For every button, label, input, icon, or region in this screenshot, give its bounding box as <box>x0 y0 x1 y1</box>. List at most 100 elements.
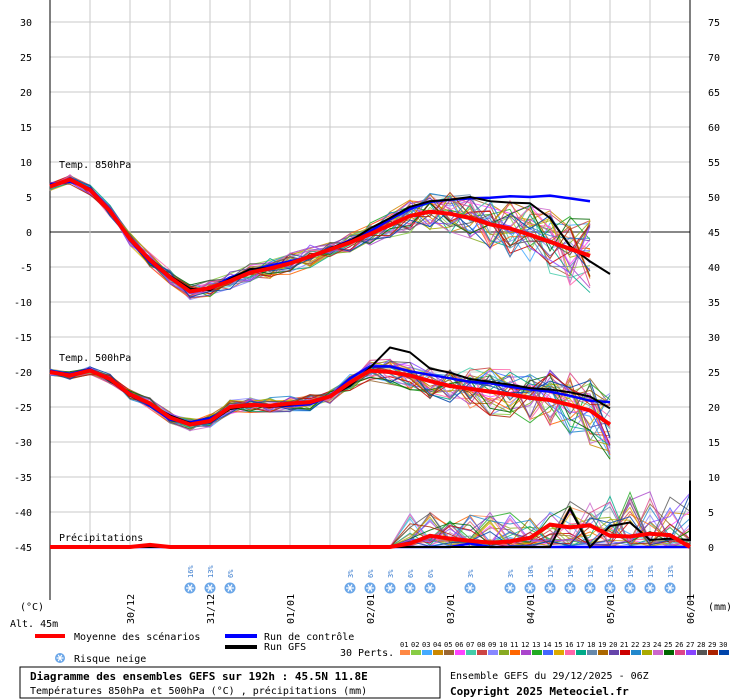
right-tick-label: 40 <box>708 263 720 274</box>
right-tick-label: 35 <box>708 298 720 309</box>
snow-risk-pct: 6% <box>367 569 375 578</box>
right-tick-label: 20 <box>708 403 720 414</box>
x-tick-label: 04/01 <box>526 594 537 624</box>
snowflake-icon <box>524 582 536 594</box>
perturbation-swatch <box>609 650 619 655</box>
legend-snow-label: Risque neige <box>74 654 146 665</box>
right-tick-label: 55 <box>708 158 720 169</box>
snow-risk-pct: 19% <box>567 565 575 578</box>
snow-risk-pct: 3% <box>387 569 395 578</box>
altitude-label: Alt. 45m <box>10 619 58 630</box>
snowflake-icon <box>184 582 196 594</box>
perturbation-number: 21 <box>620 641 628 649</box>
snowflake-icon <box>404 582 416 594</box>
left-tick-label: 0 <box>26 228 32 239</box>
perturbation-swatch <box>400 650 410 655</box>
snow-risk-pct: 10% <box>527 565 535 578</box>
perturbation-swatch <box>565 650 575 655</box>
perturbation-swatch <box>719 650 729 655</box>
snow-risk-pct: 6% <box>427 569 435 578</box>
perturbation-number: 26 <box>675 641 683 649</box>
right-tick-label: 60 <box>708 123 720 134</box>
member-t500-line <box>49 369 611 428</box>
perturbation-number: 15 <box>554 641 562 649</box>
perturbation-swatch <box>433 650 443 655</box>
perturbation-number: 02 <box>411 641 419 649</box>
snowflake-arm <box>547 584 553 592</box>
snow-risk-pct: 6% <box>227 569 235 578</box>
perturbation-swatch <box>510 650 520 655</box>
right-tick-label: 5 <box>708 508 714 519</box>
perturbation-swatch <box>631 650 641 655</box>
perturbation-number: 06 <box>455 641 463 649</box>
snow-risk-pct: 13% <box>547 565 555 578</box>
panel-label-t500: Temp. 500hPa <box>59 353 131 364</box>
snowflake-arm <box>347 584 353 592</box>
snow-risk-pct: 16% <box>187 565 195 578</box>
legend-control-label: Run de contrôle <box>264 631 354 643</box>
perturbation-number: 17 <box>576 641 584 649</box>
x-tick-label: 06/01 <box>686 594 697 624</box>
perturbation-swatch <box>521 650 531 655</box>
perturbation-swatch <box>708 650 718 655</box>
snow-risk-pct: 6% <box>407 569 415 578</box>
perturbation-number: 09 <box>488 641 496 649</box>
perturbation-number: 24 <box>653 641 661 649</box>
snowflake-arm <box>187 584 193 592</box>
left-tick-label: 15 <box>20 123 32 134</box>
snow-risk-pct: 3% <box>347 569 355 578</box>
perturbation-swatch <box>488 650 498 655</box>
perturbation-swatch <box>664 650 674 655</box>
perturbation-number: 14 <box>543 641 551 649</box>
perturbation-number: 16 <box>565 641 573 649</box>
snow-risk-pct: 13% <box>587 565 595 578</box>
perturbation-swatch <box>686 650 696 655</box>
perturbation-number: 28 <box>697 641 705 649</box>
snow-risk-pct: 13% <box>647 565 655 578</box>
x-tick-label: 30/12 <box>126 594 137 624</box>
perturbation-swatch <box>675 650 685 655</box>
x-tick-label: 01/01 <box>286 594 297 624</box>
mean-t500-line <box>49 368 612 427</box>
snow-risk-pct: 3% <box>507 569 515 578</box>
perturbation-swatch <box>543 650 553 655</box>
perturbation-number: 27 <box>686 641 694 649</box>
perturbation-swatch <box>466 650 476 655</box>
snow-risk-pct: 3% <box>467 569 475 578</box>
snowflake-arm <box>367 584 373 592</box>
perturbation-number: 13 <box>532 641 540 649</box>
snowflake-arm <box>387 584 393 592</box>
panel-label-precip: Précipitations <box>59 532 143 544</box>
copyright: Copyright 2025 Meteociel.fr <box>450 685 629 698</box>
right-axis-unit: (mm) <box>708 602 732 613</box>
snowflake-arm <box>57 654 63 662</box>
member-t500-line <box>49 360 611 438</box>
right-tick-label: 25 <box>708 368 720 379</box>
legend-gfs-label: Run GFS <box>264 642 306 653</box>
perturbation-swatch <box>620 650 630 655</box>
perturbation-swatch <box>697 650 707 655</box>
snowflake-arm <box>227 584 233 592</box>
perturbation-swatch <box>598 650 608 655</box>
perturbation-swatch <box>455 650 465 655</box>
perturbation-number: 03 <box>422 641 430 649</box>
perturbation-swatch <box>477 650 487 655</box>
perturbation-number: 01 <box>400 641 408 649</box>
snowflake-arm <box>527 584 533 592</box>
snowflake-icon <box>664 582 676 594</box>
snowflake-icon <box>224 582 236 594</box>
snowflake-icon <box>55 653 65 663</box>
snow-risk-pct: 13% <box>207 565 215 578</box>
right-tick-label: 10 <box>708 473 720 484</box>
right-tick-label: 50 <box>708 193 720 204</box>
left-tick-label: 25 <box>20 53 32 64</box>
snowflake-icon <box>464 582 476 594</box>
panel-label-t850: Temp. 850hPa <box>59 160 131 171</box>
left-tick-label: 20 <box>20 88 32 99</box>
mean-precip-line <box>50 522 692 549</box>
perturbation-swatch <box>411 650 421 655</box>
snowflake-arm <box>647 584 653 592</box>
x-tick-label: 31/12 <box>206 594 217 624</box>
right-tick-label: 15 <box>708 438 720 449</box>
perturbation-swatch <box>422 650 432 655</box>
